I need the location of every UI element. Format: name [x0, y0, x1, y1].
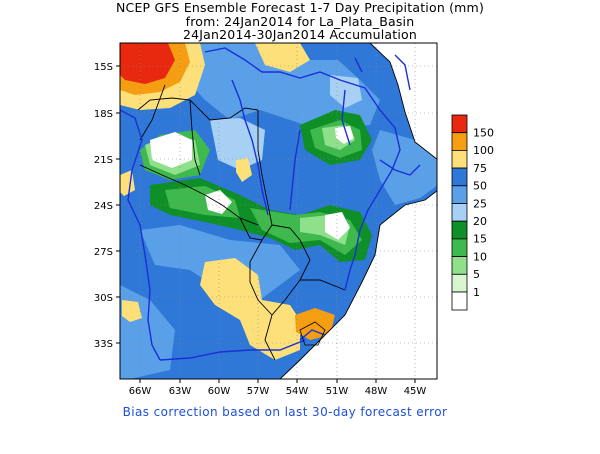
red-zone-northwest [120, 43, 175, 84]
axis-ticks [116, 65, 416, 383]
legend-label: 25 [473, 197, 487, 210]
legend-swatch [451, 149, 468, 169]
plot-frame [119, 42, 438, 380]
lat-label: 33S [94, 339, 113, 350]
orange-zone-south [295, 308, 335, 340]
yellow-zone-southwest [122, 300, 142, 322]
legend-swatch [451, 273, 468, 293]
legend-label: 15 [473, 233, 487, 246]
title-line-1: NCEP GFS Ensemble Forecast 1-7 Day Preci… [115, 0, 485, 15]
lat-label: 24S [94, 201, 113, 212]
lon-labels: 66W 63W 60W 57W 54W 51W 48W 45W [129, 386, 427, 397]
lat-label: 30S [94, 293, 113, 304]
lon-label: 66W [129, 386, 152, 397]
pale-blue-zone-2 [330, 75, 362, 108]
lon-label: 48W [365, 386, 388, 397]
title-line-2: from: 24Jan2014 for La_Plata_Basin [185, 14, 415, 29]
legend-swatch [451, 220, 468, 240]
bias-correction-note: Bias correction based on last 30-day for… [122, 405, 448, 419]
lon-label: 60W [208, 386, 231, 397]
lat-labels: 15S 18S 21S 24S 27S 30S 33S [94, 62, 113, 350]
lat-label: 27S [94, 247, 113, 258]
lon-label: 45W [404, 386, 427, 397]
country-borders [137, 43, 437, 379]
legend-label: 1 [473, 286, 480, 299]
title-line-3: 24Jan2014-30Jan2014 Accumulation [182, 27, 418, 42]
legend-label: 5 [473, 268, 480, 281]
lat-label: 21S [94, 155, 113, 166]
dry-pocket-central [205, 190, 232, 214]
legend-swatch [451, 185, 468, 204]
light-blue-zone-east [372, 130, 437, 205]
yellow-zone-south-central [200, 258, 300, 360]
pale-blue-zone-1 [210, 118, 265, 170]
dry-pocket-southeast [325, 212, 350, 240]
legend-label: 75 [473, 162, 487, 175]
basin-rivers [120, 47, 421, 361]
legend-swatch [451, 238, 468, 257]
yellow-zone-north [255, 43, 310, 72]
legend-labels: 150 100 75 50 25 20 15 10 5 1 [473, 127, 494, 299]
lon-label: 54W [286, 386, 309, 397]
legend-swatch [451, 203, 468, 222]
lon-label: 51W [326, 386, 349, 397]
legend-label: 50 [473, 180, 487, 193]
legend-colorbar [451, 114, 468, 311]
legend-swatch [451, 114, 468, 134]
legend-swatch [451, 167, 468, 187]
legend-label: 100 [473, 144, 494, 157]
legend-swatch [451, 132, 468, 151]
lon-label: 57W [247, 386, 270, 397]
lon-label: 63W [169, 386, 192, 397]
light-blue-zone-north [182, 43, 380, 130]
atlantic-ocean [280, 43, 437, 379]
lagoon-outline [299, 321, 326, 346]
legend-label: 10 [473, 250, 487, 263]
legend-label: 20 [473, 215, 487, 228]
legend-label: 150 [473, 127, 494, 140]
yellow-zone-center [236, 158, 252, 182]
legend-swatch [451, 291, 468, 311]
lat-label: 15S [94, 62, 113, 73]
lat-label: 18S [94, 109, 113, 120]
precip-field [120, 43, 437, 379]
dry-pocket-northeast [335, 126, 354, 144]
legend-swatch [451, 256, 468, 275]
